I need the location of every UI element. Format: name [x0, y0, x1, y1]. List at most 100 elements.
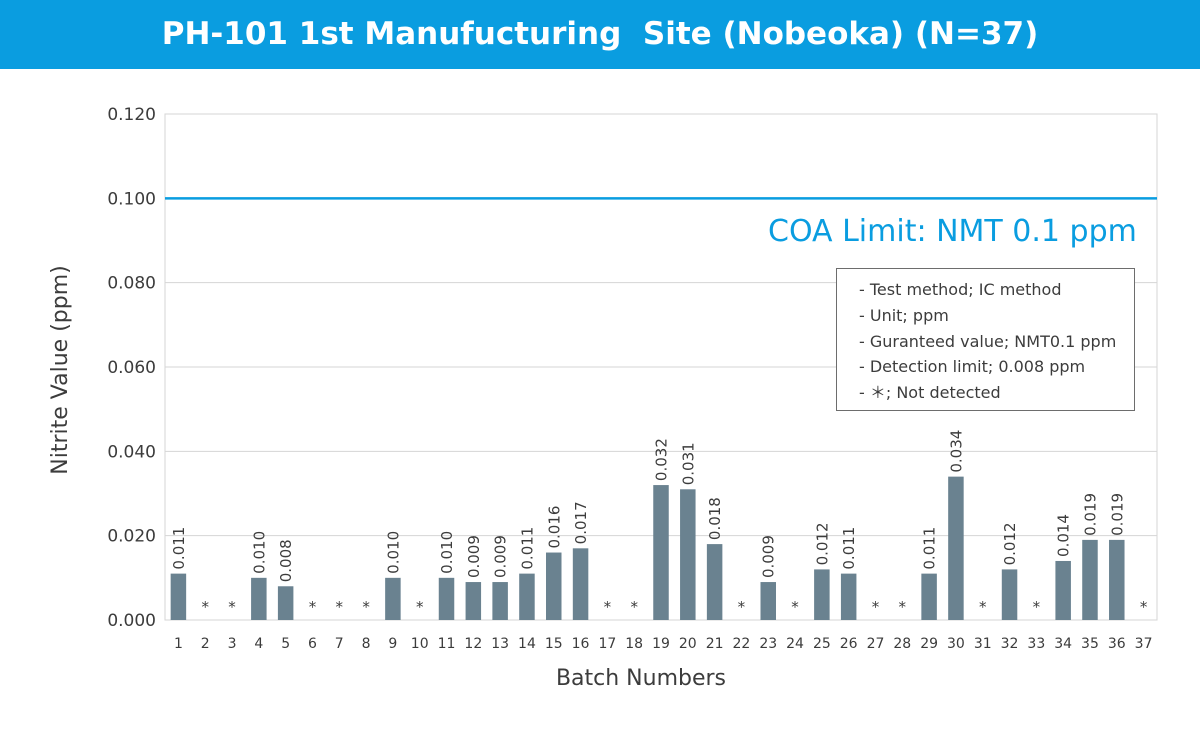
data-label: 0.014: [1055, 514, 1073, 557]
legend-item-not-detected: - ＊; Not detected: [859, 383, 1001, 403]
data-label: 0.012: [1001, 522, 1019, 565]
x-tick-label: 31: [974, 636, 992, 652]
x-tick-label: 28: [893, 636, 911, 652]
not-detected-marker: *: [309, 598, 317, 616]
data-label: 0.018: [706, 497, 724, 540]
legend-item-test-method: - Test method; IC method: [859, 280, 1062, 299]
not-detected-marker: *: [228, 598, 236, 616]
not-detected-marker: *: [416, 598, 424, 616]
bar: [706, 544, 723, 620]
x-tick-label: 16: [572, 636, 590, 652]
data-label: 0.016: [545, 506, 563, 549]
x-tick-label: 1: [174, 636, 183, 652]
not-detected-marker: *: [791, 598, 799, 616]
data-label: 0.011: [518, 527, 536, 570]
data-label: 0.010: [384, 531, 402, 574]
not-detected-marker: *: [899, 598, 907, 616]
y-tick-label: 0.020: [107, 527, 156, 547]
x-tick-label: 32: [1001, 636, 1019, 652]
y-tick-label: 0.040: [107, 442, 156, 462]
x-tick-label: 10: [411, 636, 429, 652]
bar: [921, 573, 937, 620]
bar: [385, 577, 401, 620]
data-label: 0.008: [277, 539, 295, 582]
x-tick-label: 14: [518, 636, 536, 652]
x-tick-label: 5: [281, 636, 290, 652]
data-label: 0.032: [653, 438, 671, 481]
x-tick-label: 18: [625, 636, 643, 652]
legend-item-unit: - Unit; ppm: [859, 305, 949, 325]
data-label: 0.009: [760, 535, 778, 578]
x-tick-label: 35: [1081, 636, 1099, 652]
x-tick-label: 26: [840, 636, 858, 652]
not-detected-marker: *: [738, 598, 746, 616]
data-label: 0.019: [1108, 493, 1126, 536]
data-label: 0.017: [572, 501, 590, 544]
bar-chart: 0.000 0.020 0.040 0.060 0.080 0.100 0.120 0.011…: [48, 105, 1158, 691]
limit-line-label: COA Limit: NMT 0.1 ppm: [768, 214, 1137, 249]
bar: [572, 548, 589, 620]
data-label: 0.010: [438, 531, 456, 574]
data-label: 0.011: [840, 527, 858, 570]
y-tick-label: 0.080: [107, 274, 156, 294]
x-tick-label: 30: [947, 636, 965, 652]
bar: [1082, 539, 1098, 620]
x-tick-label: 20: [679, 636, 697, 652]
not-detected-marker: *: [872, 598, 880, 616]
legend-item-guaranteed-value: - Guranteed value; NMT0.1 ppm: [859, 331, 1117, 351]
not-detected-marker: *: [630, 598, 638, 616]
x-tick-label: 6: [308, 636, 317, 652]
x-tick-label: 2: [201, 636, 210, 652]
bar: [170, 573, 187, 620]
data-label: 0.010: [250, 531, 268, 574]
x-tick-label: 8: [362, 636, 371, 652]
x-tick-label: 17: [598, 636, 616, 652]
not-detected-marker: *: [336, 598, 344, 616]
x-tick-label: 22: [733, 636, 751, 652]
bar: [840, 573, 857, 620]
data-label: 0.011: [921, 527, 939, 570]
bar: [277, 586, 294, 620]
bar: [546, 552, 562, 620]
legend-item-detection-limit: - Detection limit; 0.008 ppm: [859, 357, 1086, 377]
bar: [760, 582, 776, 620]
y-tick-label: 0.120: [107, 105, 156, 125]
y-tick-label: 0.060: [107, 358, 156, 378]
x-tick-label: 7: [335, 636, 344, 652]
bar: [948, 476, 964, 620]
x-tick-label: 34: [1054, 636, 1072, 652]
data-label: 0.009: [465, 535, 483, 578]
x-tick-label: 36: [1108, 636, 1126, 652]
not-detected-marker: *: [1140, 598, 1148, 616]
data-label: 0.011: [170, 527, 188, 570]
x-tick-label: 27: [867, 636, 885, 652]
bar: [251, 577, 267, 620]
x-tick-label: 21: [706, 636, 724, 652]
y-tick-label: 0.100: [107, 189, 156, 209]
bar: [465, 582, 482, 620]
legend-box: - Test method; IC method - Unit; ppm - G…: [836, 268, 1135, 411]
bar: [1001, 569, 1018, 620]
chart-title: PH-101 1st Manufucturing Site (Nobeoka) …: [161, 16, 1039, 52]
data-label: 0.031: [679, 442, 697, 485]
x-axis-label: Batch Numbers: [556, 666, 726, 691]
not-detected-marker: *: [1033, 598, 1041, 616]
title-banner: PH-101 1st Manufucturing Site (Nobeoka) …: [0, 0, 1200, 69]
bar: [680, 489, 696, 620]
bar: [438, 577, 455, 620]
bar: [653, 485, 669, 620]
not-detected-marker: *: [979, 598, 987, 616]
bar: [814, 569, 830, 620]
bar: [519, 573, 535, 620]
x-tick-label: 19: [652, 636, 670, 652]
x-tick-label: 29: [920, 636, 938, 652]
bar: [1055, 560, 1071, 620]
y-tick-label: 0.000: [107, 611, 156, 631]
data-label: 0.012: [813, 522, 831, 565]
x-tick-label: 25: [813, 636, 831, 652]
data-label: 0.019: [1081, 493, 1099, 536]
bar: [1109, 539, 1125, 620]
x-tick-label: 37: [1135, 636, 1153, 652]
x-tick-label: 23: [759, 636, 777, 652]
not-detected-marker: *: [362, 598, 370, 616]
